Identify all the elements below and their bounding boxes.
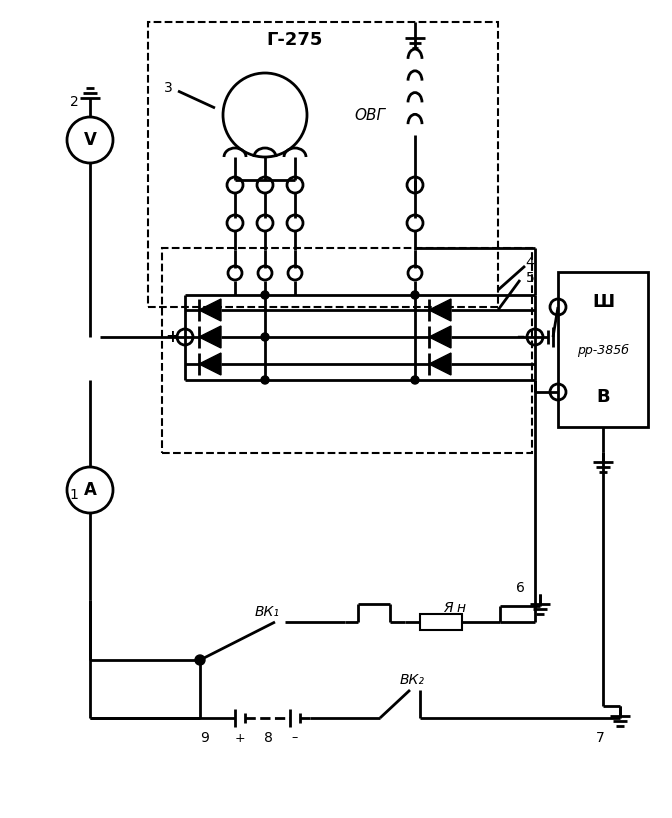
- Polygon shape: [199, 353, 221, 375]
- Text: 6: 6: [515, 581, 524, 595]
- Text: 1: 1: [70, 488, 79, 502]
- Circle shape: [195, 655, 205, 665]
- Text: В: В: [596, 388, 610, 406]
- Text: ВК₂: ВК₂: [400, 673, 425, 687]
- Circle shape: [411, 291, 419, 299]
- Circle shape: [261, 333, 269, 341]
- Text: –: –: [292, 731, 298, 744]
- Text: А: А: [83, 481, 97, 499]
- Text: 4: 4: [526, 256, 534, 270]
- Text: ОВГ: ОВГ: [355, 107, 386, 123]
- Text: рр-385б: рр-385б: [577, 344, 629, 357]
- Text: 5: 5: [526, 271, 534, 285]
- Polygon shape: [199, 299, 221, 321]
- Text: Ш: Ш: [592, 293, 614, 311]
- Text: +: +: [165, 328, 179, 346]
- Polygon shape: [429, 353, 451, 375]
- Text: ВК₁: ВК₁: [255, 605, 280, 619]
- Circle shape: [261, 376, 269, 384]
- Bar: [558, 272, 648, 427]
- Polygon shape: [429, 299, 451, 321]
- Circle shape: [436, 333, 444, 341]
- Text: Я н: Я н: [444, 601, 466, 615]
- Polygon shape: [429, 326, 451, 348]
- Text: 3: 3: [163, 81, 173, 95]
- Polygon shape: [199, 326, 221, 348]
- Text: –: –: [516, 328, 524, 346]
- Text: V: V: [83, 131, 97, 149]
- Text: 8: 8: [263, 731, 272, 745]
- Circle shape: [261, 291, 269, 299]
- Bar: [162, 248, 532, 453]
- Text: 9: 9: [200, 731, 210, 745]
- Text: +: +: [235, 731, 245, 744]
- Text: 7: 7: [595, 731, 604, 745]
- Text: 2: 2: [70, 95, 79, 109]
- Bar: [420, 614, 462, 630]
- Bar: [148, 22, 498, 307]
- Text: Г-275: Г-275: [267, 31, 323, 49]
- Circle shape: [411, 376, 419, 384]
